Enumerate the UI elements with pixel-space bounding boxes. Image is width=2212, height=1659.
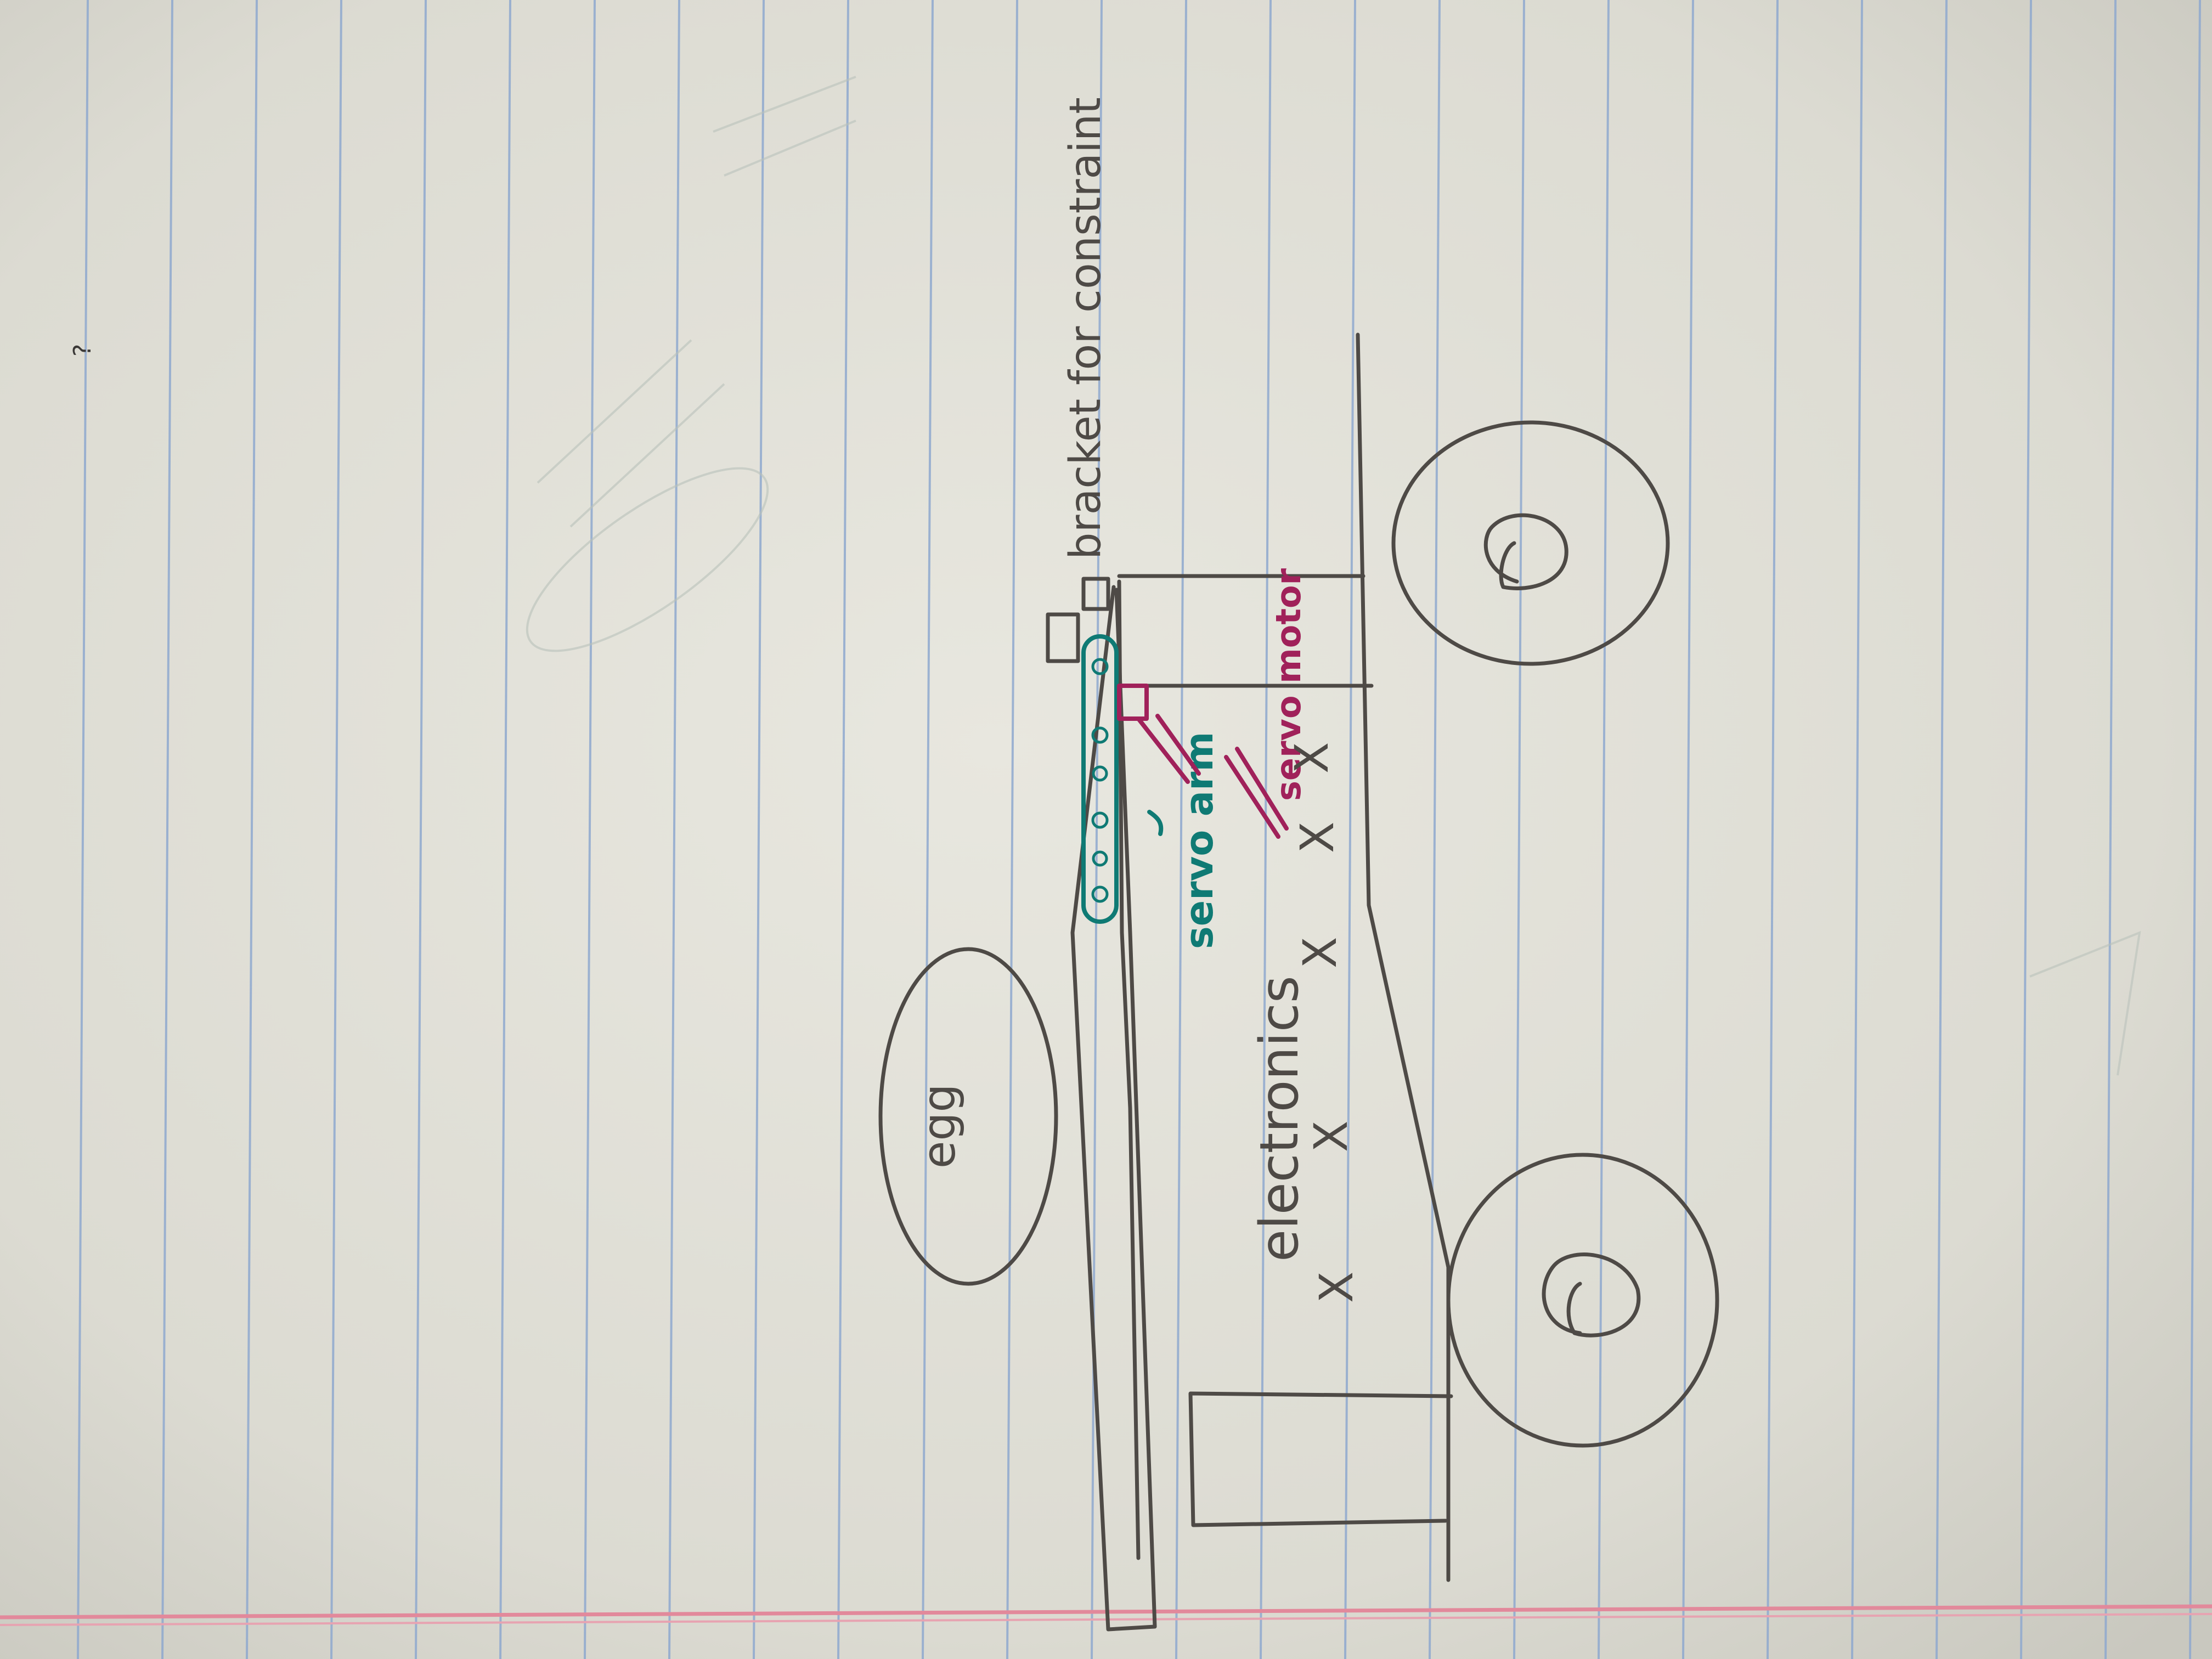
rule-line (1598, 0, 1610, 1659)
chassis (1070, 332, 1453, 1632)
bracket-block (1046, 612, 1080, 663)
front-wheel (1391, 420, 1670, 666)
servo-horn-square (1117, 684, 1149, 721)
rule-line (1344, 0, 1356, 1659)
rule-line (415, 0, 427, 1659)
wheel-hub (1542, 1252, 1641, 1338)
page-corner-mark: ? (69, 344, 97, 357)
bracket-label: bracket for constraint (1061, 97, 1110, 560)
servo-motor-label: servo motor (1268, 568, 1308, 801)
body-outline (1117, 579, 1141, 1560)
servo-motor-leader-lines (1136, 714, 1289, 839)
constraint-bracket: bracket for constraint (1046, 97, 1110, 663)
x-mark: X (1285, 742, 1339, 774)
wheel-outer (1391, 420, 1670, 666)
rule-line (584, 0, 596, 1659)
electronics-x-marks: X X X X X (1285, 742, 1363, 1303)
rear-compartment (1188, 1391, 1453, 1527)
egg: egg (878, 947, 1058, 1286)
rear-wheel (1446, 1153, 1719, 1448)
rule-line (499, 0, 511, 1659)
top-plate (1070, 585, 1157, 1632)
x-mark: X (1290, 821, 1344, 853)
rule-line (2189, 0, 2201, 1659)
rule-line (246, 0, 258, 1659)
bleed-through-marks (526, 76, 2141, 1076)
rule-line (2020, 0, 2032, 1659)
egg-label: egg (913, 1084, 966, 1169)
rule-line (1091, 0, 1103, 1659)
rule-line (922, 0, 934, 1659)
rule-line (2104, 0, 2117, 1659)
rule-line (1260, 0, 1272, 1659)
servo-motor-box (1117, 574, 1374, 688)
x-mark: X (1293, 936, 1347, 968)
rule-line (1429, 0, 1441, 1659)
servo-arm-label: servo arm (1177, 732, 1222, 949)
rule-line (1851, 0, 1863, 1659)
servo-motor: servo motor (1117, 568, 1308, 839)
base-plate (1356, 332, 1451, 1582)
rule-line (161, 0, 173, 1659)
rule-line (77, 0, 89, 1659)
wheel-hub (1483, 513, 1568, 590)
rule-line (1936, 0, 1948, 1659)
rule-line (837, 0, 849, 1659)
wheel-outer (1446, 1153, 1719, 1448)
rule-line (1682, 0, 1694, 1659)
servo-arm-bracket-mark (1147, 810, 1164, 836)
rule-line (330, 0, 342, 1659)
ruled-lines (77, 0, 2201, 1659)
servo-arm: servo arm (1081, 634, 1222, 949)
rule-line (1767, 0, 1779, 1659)
x-mark: X (1310, 1271, 1363, 1303)
electronics-label: electronics (1249, 975, 1310, 1262)
electronics: electronics X X X X X (1249, 742, 1363, 1303)
rule-line (1513, 0, 1525, 1659)
rule-line (668, 0, 680, 1659)
servo-arm-holes (1091, 658, 1109, 903)
servo-arm-outline (1081, 634, 1119, 924)
x-mark: X (1304, 1120, 1358, 1152)
egg-outline (878, 947, 1058, 1286)
rule-line (753, 0, 765, 1659)
bracket-block (1081, 577, 1110, 611)
rule-line (1175, 0, 1187, 1659)
rule-line (1006, 0, 1018, 1659)
